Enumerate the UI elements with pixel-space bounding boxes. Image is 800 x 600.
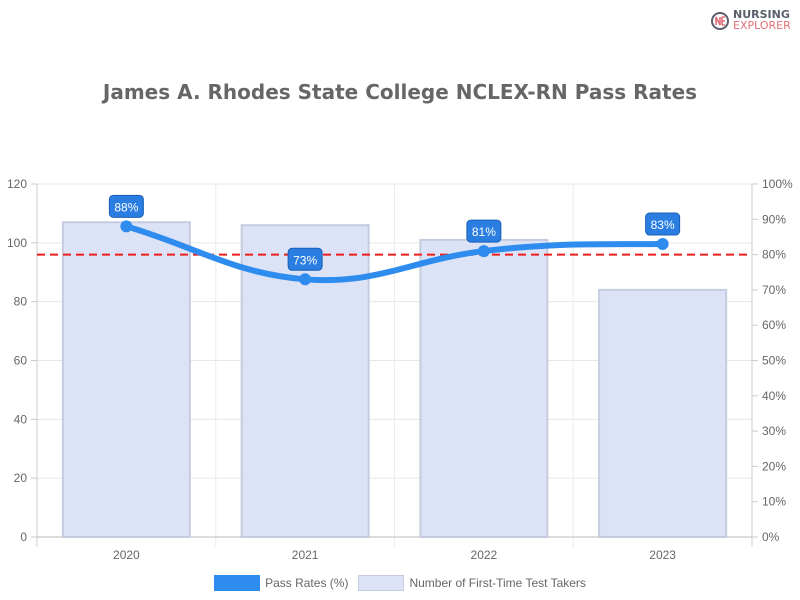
legend-label: Pass Rates (%) — [265, 576, 349, 590]
y-tick-label-right: 60% — [762, 318, 786, 332]
legend-swatch — [214, 575, 261, 591]
y-tick-label-right: 40% — [762, 389, 786, 403]
y-tick-label-right: 70% — [762, 283, 786, 297]
legend: Pass Rates (%) Number of First-Time Test… — [0, 575, 800, 591]
y-tick-label-left: 20 — [14, 471, 28, 485]
chart-title: James A. Rhodes State College NCLEX-RN P… — [102, 80, 698, 104]
legend-swatch — [358, 575, 405, 591]
data-label: 81% — [472, 225, 496, 239]
y-tick-label-left: 100 — [7, 236, 27, 250]
data-label-box — [108, 194, 144, 218]
x-tick-label: 2023 — [649, 548, 676, 562]
nursing-explorer-logo: NURSING EXPLORER — [710, 9, 791, 31]
x-tick-label: 2020 — [113, 548, 140, 562]
bar-2023 — [598, 288, 728, 538]
y-tick-label-right: 30% — [762, 424, 786, 438]
y-tick-label-right: 20% — [762, 459, 786, 473]
logo-text-1: NURSING — [733, 8, 790, 21]
pass-rate-point-2020 — [120, 220, 133, 233]
data-label: 88% — [114, 200, 138, 214]
data-label-box — [645, 212, 681, 236]
y-tick-label-right: 50% — [762, 354, 786, 368]
logo-text-2: EXPLORER — [733, 19, 791, 32]
pass-rate-point-2021 — [299, 273, 312, 286]
bar-2022 — [419, 238, 549, 538]
legend-item-pass-rates[interactable]: Pass Rates (%) — [214, 575, 348, 591]
data-label: 73% — [293, 253, 317, 267]
y-tick-label-left: 120 — [7, 177, 27, 191]
y-tick-label-right: 10% — [762, 495, 786, 509]
y-tick-label-right: 80% — [762, 248, 786, 262]
y-tick-label-left: 80 — [14, 295, 28, 309]
data-label: 83% — [651, 218, 675, 232]
logo-icon — [711, 12, 729, 30]
legend-label: Number of First-Time Test Takers — [409, 576, 586, 590]
y-tick-label-left: 40 — [14, 412, 28, 426]
x-tick-label: 2022 — [471, 548, 498, 562]
y-tick-label-left: 0 — [20, 530, 27, 544]
bar-2020 — [61, 221, 191, 538]
data-label-box — [287, 247, 323, 271]
data-label-box — [466, 219, 502, 243]
legend-item-test-takers[interactable]: Number of First-Time Test Takers — [358, 575, 586, 591]
pass-rate-point-2022 — [477, 245, 490, 258]
y-tick-label-right: 0% — [762, 530, 780, 544]
pass-rate-point-2023 — [656, 238, 669, 251]
pass-rate-line — [123, 223, 666, 284]
x-tick-label: 2021 — [292, 548, 319, 562]
y-tick-label-right: 90% — [762, 212, 786, 226]
y-tick-label-left: 60 — [14, 354, 28, 368]
y-tick-label-right: 100% — [762, 177, 793, 191]
